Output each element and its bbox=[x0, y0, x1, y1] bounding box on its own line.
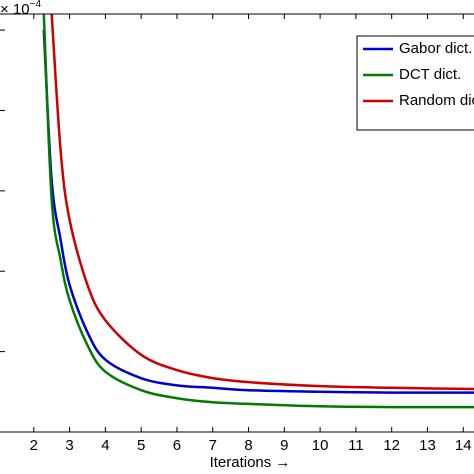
axes-box bbox=[0, 13, 474, 433]
x-tick-label: 13 bbox=[419, 437, 436, 454]
y-exponent-power: −4 bbox=[30, 0, 42, 10]
x-tick-label: 2 bbox=[30, 437, 38, 454]
x-axis-label: Iterations → bbox=[210, 454, 291, 471]
x-tick-label: 8 bbox=[244, 437, 252, 454]
x-tick-label: 3 bbox=[65, 437, 73, 454]
x-tick-label: 7 bbox=[209, 437, 217, 454]
x-tick-label: 9 bbox=[280, 437, 288, 454]
x-tick-label: 10 bbox=[312, 437, 329, 454]
x-tick-label: 14 bbox=[455, 437, 472, 454]
legend-label: Gabor dict. bbox=[399, 40, 472, 57]
legend-box bbox=[356, 35, 474, 131]
legend-label: Random dict. bbox=[399, 92, 474, 109]
legend-label: DCT dict. bbox=[399, 66, 461, 83]
series-line bbox=[42, 14, 474, 409]
plot-area bbox=[42, 14, 474, 409]
y-exponent-base: × 10 bbox=[0, 1, 30, 18]
y-exponent: × 10−4 bbox=[0, 0, 41, 18]
x-tick-label: 4 bbox=[101, 437, 109, 454]
x-tick-label: 12 bbox=[383, 437, 400, 454]
x-tick-label: 6 bbox=[173, 437, 181, 454]
series-line bbox=[50, 14, 474, 391]
x-tick-label: 11 bbox=[348, 437, 364, 454]
series-line bbox=[42, 30, 474, 394]
x-tick-label: 5 bbox=[137, 437, 145, 454]
